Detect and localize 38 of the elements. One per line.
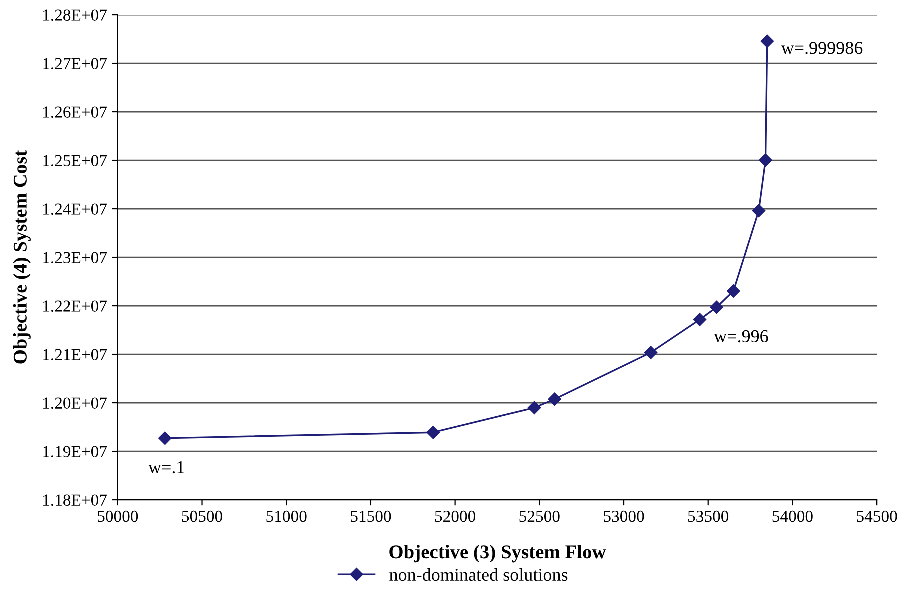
- y-tick-label: 1.23E+07: [44, 252, 108, 264]
- x-tick-label: 51500: [351, 510, 392, 522]
- annotation: w=.999986: [781, 42, 863, 54]
- y-tick-label: 1.19E+07: [44, 446, 108, 458]
- y-tick-label: 1.25E+07: [44, 155, 108, 167]
- y-tick-label: 1.22E+07: [44, 300, 108, 312]
- point: [548, 392, 562, 406]
- legend-label: non-dominated solutions: [390, 568, 568, 582]
- point: [759, 154, 772, 167]
- x-tick-label: 50000: [98, 510, 138, 522]
- annotation: w=.1: [148, 461, 184, 474]
- x-tick-label: 53000: [604, 510, 644, 522]
- point: [752, 204, 766, 218]
- point: [693, 313, 707, 326]
- x-axis-title: Objective (3) System Flow: [390, 545, 606, 563]
- point: [528, 401, 542, 414]
- point: [158, 432, 172, 446]
- y-tick-label: 1.28E+07: [44, 10, 108, 22]
- x-tick-label: 50500: [182, 510, 222, 522]
- y-tick-label: 1.26E+07: [44, 106, 108, 118]
- y-tick-label: 1.20E+07: [44, 398, 108, 410]
- point: [727, 284, 740, 298]
- point: [760, 34, 774, 48]
- annotation: w=.996: [714, 330, 768, 343]
- y-tick-label: 1.27E+07: [44, 58, 108, 70]
- x-tick-label: 54000: [772, 510, 813, 522]
- x-tick-label: 52500: [520, 510, 560, 522]
- x-tick-label: 54500: [857, 510, 898, 522]
- point: [644, 346, 658, 360]
- x-tick-label: 53500: [688, 510, 729, 522]
- point: [710, 300, 724, 314]
- y-axis-title: Objective (4) System Cost: [13, 150, 31, 364]
- x-tick-label: 52000: [435, 510, 476, 522]
- y-tick-label: 1.24E+07: [44, 204, 108, 216]
- y-tick-label: 1.21E+07: [44, 349, 108, 361]
- point: [426, 426, 440, 440]
- x-tick-label: 51000: [266, 510, 307, 522]
- y-tick-label: 1.18E+07: [44, 494, 108, 506]
